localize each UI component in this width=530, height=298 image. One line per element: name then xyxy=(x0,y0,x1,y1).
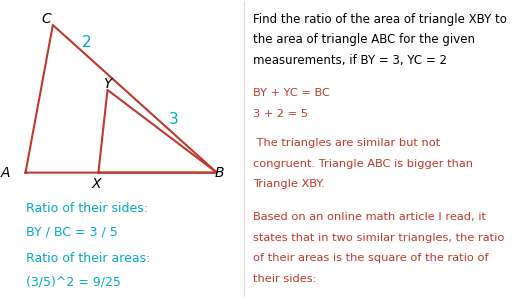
Text: Y: Y xyxy=(103,77,112,91)
Text: (3/5)^2 = 9/25: (3/5)^2 = 9/25 xyxy=(25,275,120,288)
Text: X: X xyxy=(91,177,101,191)
Text: Based on an online math article I read, it: Based on an online math article I read, … xyxy=(253,212,486,222)
Text: the area of triangle ABC for the given: the area of triangle ABC for the given xyxy=(253,33,475,46)
Text: measurements, if BY = 3, YC = 2: measurements, if BY = 3, YC = 2 xyxy=(253,54,447,67)
Text: BY / BC = 3 / 5: BY / BC = 3 / 5 xyxy=(25,225,117,238)
Text: of their areas is the square of the ratio of: of their areas is the square of the rati… xyxy=(253,253,489,263)
Text: states that in two similar triangles, the ratio: states that in two similar triangles, th… xyxy=(253,232,505,243)
Text: 3: 3 xyxy=(169,112,179,127)
Text: B: B xyxy=(214,166,224,180)
Text: Find the ratio of the area of triangle XBY to: Find the ratio of the area of triangle X… xyxy=(253,13,507,26)
Text: C: C xyxy=(41,12,51,26)
Text: 3 + 2 = 5: 3 + 2 = 5 xyxy=(253,108,308,119)
Text: Triangle XBY.: Triangle XBY. xyxy=(253,179,325,190)
Text: A: A xyxy=(1,166,10,180)
Text: congruent. Triangle ABC is bigger than: congruent. Triangle ABC is bigger than xyxy=(253,159,473,169)
Text: Ratio of their areas:: Ratio of their areas: xyxy=(25,252,150,265)
Text: Ratio of their sides:: Ratio of their sides: xyxy=(25,201,147,215)
Text: 2: 2 xyxy=(82,35,92,50)
Text: their sides:: their sides: xyxy=(253,274,317,284)
Text: The triangles are similar but not: The triangles are similar but not xyxy=(253,138,440,148)
Text: BY + YC = BC: BY + YC = BC xyxy=(253,88,330,98)
